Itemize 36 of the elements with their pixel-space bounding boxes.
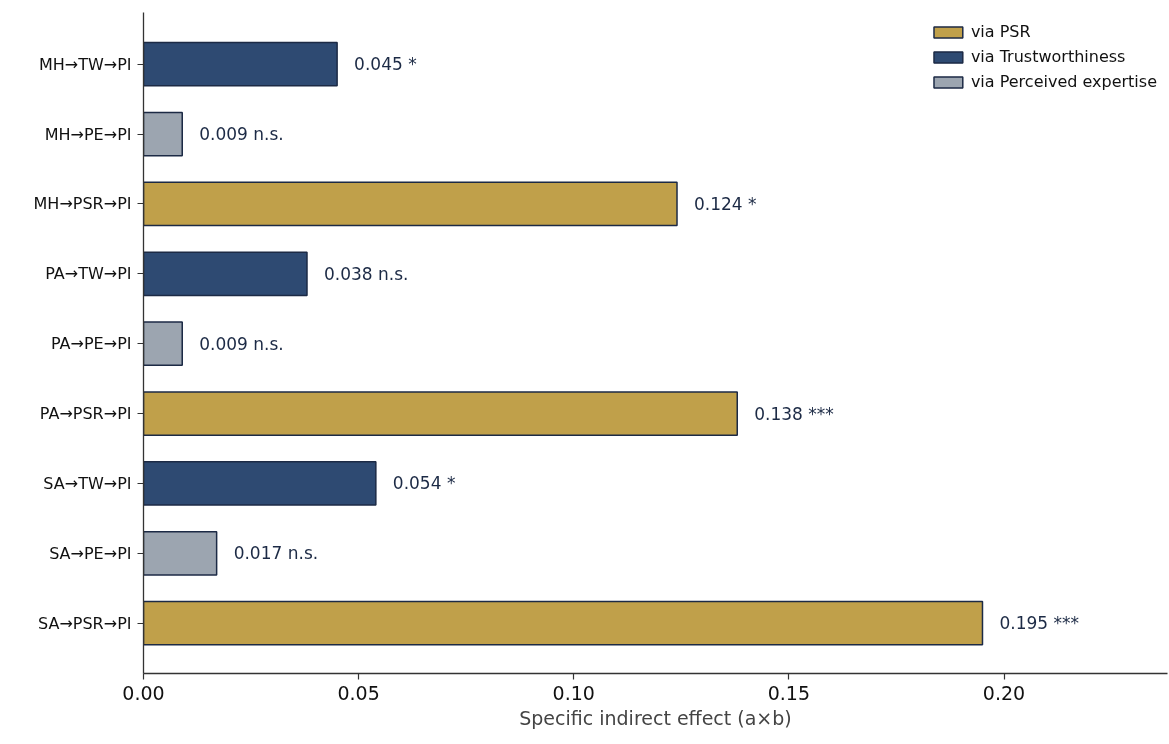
data-label: 0.038 n.s. [324,263,409,284]
x-tick-label: 0.15 [767,681,811,704]
data-label: 0.009 n.s. [199,333,284,354]
y-tick-label: PA→TW→PI [45,264,132,284]
y-tick-label: MH→PE→PI [44,124,132,144]
y-tick-label: PA→PSR→PI [39,404,132,424]
bar [143,391,738,436]
data-label: 0.138 *** [754,403,834,424]
x-axis-title: Specific indirect effect (a×b) [519,706,792,729]
y-tick-label: SA→PSR→PI [38,613,132,633]
bar [143,600,984,646]
x-tick-label: 0.00 [122,681,165,704]
bar [143,461,377,506]
bar [143,41,338,87]
data-label: 0.124 * [694,193,757,214]
legend-label: via Perceived expertise [970,72,1157,91]
bar [143,321,183,367]
x-tick-label: 0.10 [552,681,595,704]
legend-label: via PSR [970,22,1031,41]
y-tick-label: MH→TW→PI [38,54,132,74]
y-tick-label: PA→PE→PI [50,334,132,354]
data-label: 0.195 *** [999,613,1080,634]
x-tick-label: 0.20 [982,681,1026,704]
data-label: 0.017 n.s. [233,543,319,564]
data-label: 0.054 * [392,473,456,494]
bar [143,530,218,576]
data-label: 0.009 n.s. [199,124,284,145]
data-label: 0.045 * [354,54,417,75]
legend-label: via Trustworthiness [970,47,1126,66]
y-tick-label: MH→PSR→PI [33,194,132,214]
bar [143,111,183,157]
y-tick-label: SA→TW→PI [43,473,132,493]
bar [143,181,678,227]
bar [143,251,308,297]
x-tick-label: 0.05 [337,681,380,704]
y-tick-label: SA→PE→PI [49,543,132,563]
